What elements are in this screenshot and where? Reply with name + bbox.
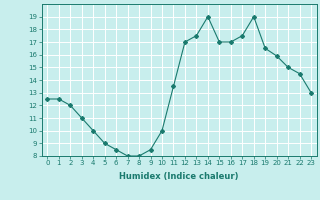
X-axis label: Humidex (Indice chaleur): Humidex (Indice chaleur) bbox=[119, 172, 239, 181]
